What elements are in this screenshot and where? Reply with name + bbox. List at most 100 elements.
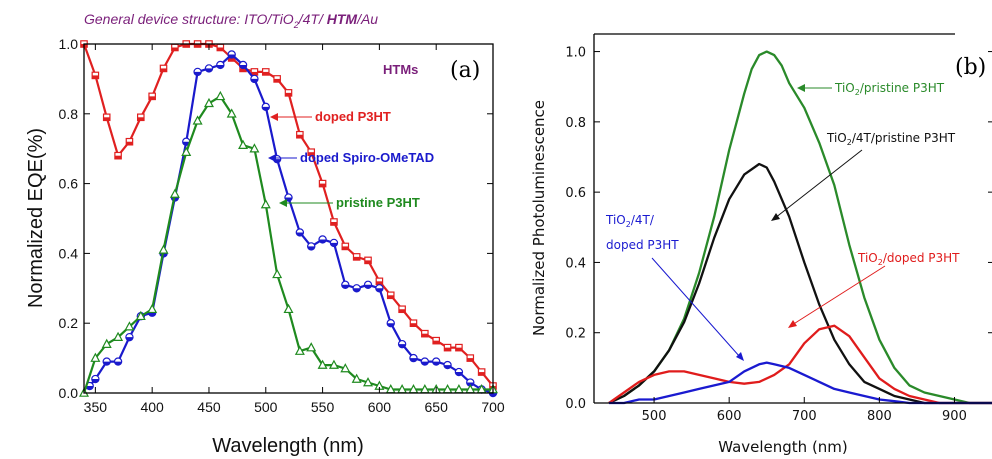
- annotation-arrowhead-tio2-4t-doped: [736, 352, 744, 361]
- data-point-doped-p3ht: [375, 277, 384, 286]
- panel-b-xlabel: Wavelength (nm): [718, 438, 848, 456]
- data-point-doped-spiro-ometad: [125, 332, 134, 342]
- data-point-doped-p3ht: [137, 113, 145, 122]
- series-line-tio2-doped-p3ht: [608, 324, 992, 405]
- panel-a-ytick-label: 0.6: [59, 176, 79, 192]
- data-point-doped-p3ht: [125, 137, 134, 146]
- annotation-arrowhead-tio2-doped: [788, 320, 797, 328]
- data-point-doped-spiro-ometad: [341, 280, 350, 290]
- data-point-pristine-p3ht: [169, 188, 180, 198]
- panel-b-ytick-label: 0.0: [565, 397, 586, 412]
- data-point-doped-spiro-ometad: [443, 360, 452, 370]
- data-point-pristine-p3ht: [135, 310, 146, 321]
- annotation-tio2-4t-doped-line1: TiO2/4T/: [605, 213, 655, 229]
- data-point-doped-spiro-ometad: [193, 67, 202, 77]
- data-point-doped-p3ht: [341, 242, 350, 251]
- annotation-tio2-pristine-sub: 2: [855, 88, 860, 97]
- panel-a-xtick-label: 550: [311, 399, 335, 415]
- panel-a-xtick-label: 350: [84, 399, 108, 415]
- panel-a-ytick-label: 0.0: [59, 385, 79, 401]
- annotation-arrowhead-doped-p3ht: [270, 113, 278, 121]
- annotation-tio2-4t-doped-line2: doped P3HT: [606, 238, 679, 252]
- data-point-doped-spiro-ometad: [397, 339, 407, 349]
- annotation-doped-spiro: doped Spiro-OMeTAD: [300, 150, 434, 165]
- annotation-tio2-4t-pristine: TiO2/4T/pristine P3HT: [826, 131, 956, 147]
- series-line-pristine-p3ht: [82, 94, 493, 394]
- data-point-doped-p3ht: [261, 68, 270, 76]
- data-point-doped-spiro-ometad: [102, 357, 111, 366]
- data-point-doped-p3ht: [455, 343, 463, 352]
- data-point-pristine-p3ht: [363, 377, 374, 387]
- data-point-doped-spiro-ometad: [420, 357, 430, 366]
- data-point-pristine-p3ht: [272, 268, 283, 279]
- panel-b-ylabel: Normalized Photoluminescence: [530, 100, 548, 336]
- data-point-pristine-p3ht: [192, 115, 203, 125]
- series-line-tio2-4t-doped-p3ht: [609, 361, 992, 405]
- data-point-pristine-p3ht: [101, 338, 112, 348]
- data-point-doped-p3ht: [409, 319, 418, 328]
- panel-b-xtick-label: 600: [717, 409, 742, 424]
- data-point-doped-p3ht: [284, 89, 293, 97]
- data-point-doped-p3ht: [421, 329, 429, 338]
- data-point-pristine-p3ht: [215, 90, 226, 101]
- data-point-doped-p3ht: [477, 368, 486, 376]
- data-point-pristine-p3ht: [351, 373, 362, 383]
- panel-a-xtick-label: 700: [481, 399, 505, 415]
- data-point-doped-p3ht: [352, 253, 361, 261]
- panel-a-ytick-label: 0.8: [59, 106, 79, 122]
- data-point-doped-spiro-ometad: [386, 319, 395, 328]
- panel-a-xtick-label: 450: [197, 399, 221, 415]
- annotation-tio2-doped-rest: /doped P3HT: [883, 251, 960, 265]
- annotation-tio2-4t-doped-rest: /4T/: [631, 213, 655, 227]
- data-point-doped-spiro-ometad: [318, 235, 327, 244]
- annotation-arrowhead-tio2-pristine: [797, 84, 805, 92]
- data-point-doped-p3ht: [364, 256, 372, 265]
- data-point-pristine-p3ht: [260, 199, 271, 209]
- panel-a-xlabel: Wavelength (nm): [212, 435, 364, 457]
- annotation-arrow-tio2-doped: [791, 265, 886, 326]
- panel-b-xtick-label: 700: [792, 409, 817, 424]
- data-point-doped-spiro-ometad: [204, 64, 214, 73]
- data-point-doped-spiro-ometad: [113, 357, 123, 366]
- panel-a-ytick-label: 0.4: [59, 245, 79, 261]
- panel-b-ytick-label: 1.0: [565, 46, 586, 61]
- data-point-doped-p3ht: [273, 75, 281, 83]
- panel-b-ytick-label: 0.4: [565, 256, 586, 271]
- panel-a-legend-title: HTMs: [383, 62, 418, 77]
- annotation-tio2-4t-doped-sub: 2: [626, 220, 631, 229]
- data-point-pristine-p3ht: [203, 97, 214, 108]
- annotation-doped-p3ht: doped P3HT: [315, 109, 391, 124]
- data-point-pristine-p3ht: [226, 108, 237, 118]
- panel-a-ytick-label: 0.2: [59, 315, 79, 331]
- data-point-pristine-p3ht: [294, 345, 305, 355]
- data-point-doped-spiro-ometad: [375, 284, 384, 293]
- panel-a-frame: [83, 43, 494, 394]
- annotation-tio2-pristine-a: TiO: [834, 81, 855, 95]
- panel-a-xtick-label: 500: [254, 399, 278, 415]
- data-point-doped-p3ht: [159, 64, 168, 73]
- panel-b-chart: 500 600 700 800 900 0.0 0.2 0.4 0.6 0.8 1.0 (b) Wa…: [530, 33, 992, 456]
- data-point-pristine-p3ht: [158, 244, 169, 254]
- panel-a-plot-area: [78, 40, 499, 398]
- annotation-arrowhead-tio2-4t-pristine: [771, 213, 780, 221]
- annotation-arrow-tio2-4t-pristine: [774, 149, 863, 219]
- panel-b-ytick-label: 0.8: [565, 116, 586, 131]
- panel-b-plot-area: [608, 50, 992, 405]
- data-point-doped-spiro-ometad: [295, 228, 305, 237]
- data-point-doped-p3ht: [443, 343, 452, 352]
- panel-b-ytick-label: 0.6: [565, 186, 586, 201]
- data-point-doped-p3ht: [91, 71, 100, 80]
- data-point-doped-p3ht: [102, 113, 111, 122]
- panel-a-chart: 350 400 450 500 550 600 650 700 0.0 0.2 0.4 0.6 0.8 1…: [25, 36, 505, 457]
- panel-b-letter: (b): [955, 55, 986, 80]
- panel-a-ticks: 350 400 450 500 550 600 650 700 0.0 0.2 0.4 0.6 0.8 1…: [59, 36, 505, 415]
- data-point-doped-p3ht: [296, 130, 304, 139]
- panel-b-ticks: 500 600 700 800 900 0.0 0.2 0.4 0.6 0.8 1.0: [565, 46, 967, 424]
- annotation-tio2-4t-pristine-rest: /4T/pristine P3HT: [852, 131, 956, 145]
- data-point-doped-spiro-ometad: [431, 357, 441, 366]
- data-point-doped-spiro-ometad: [216, 60, 225, 70]
- data-point-pristine-p3ht: [306, 342, 317, 352]
- data-point-doped-spiro-ometad: [454, 367, 464, 377]
- data-point-doped-p3ht: [398, 305, 406, 314]
- panel-b-xtick-label: 900: [942, 409, 967, 424]
